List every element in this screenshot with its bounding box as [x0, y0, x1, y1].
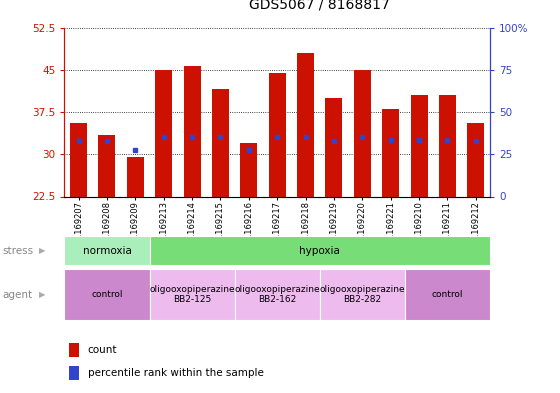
Text: stress: stress [3, 246, 34, 255]
Bar [325, 98, 343, 196]
Text: ▶: ▶ [39, 290, 46, 299]
Bar [235, 269, 320, 320]
Text: control: control [432, 290, 463, 299]
Text: control: control [91, 290, 123, 299]
Bar [467, 123, 484, 196]
Bar [64, 269, 150, 320]
Bar [382, 109, 399, 196]
Text: hypoxia: hypoxia [300, 246, 340, 255]
Bar [69, 365, 80, 380]
Bar [439, 95, 456, 196]
Text: oligooxopiperazine
BB2-125: oligooxopiperazine BB2-125 [150, 285, 235, 305]
Bar [240, 143, 258, 196]
Bar [405, 269, 490, 320]
Bar [212, 90, 229, 196]
Text: percentile rank within the sample: percentile rank within the sample [88, 368, 264, 378]
Bar [150, 236, 490, 265]
Bar [184, 66, 200, 196]
Bar [127, 157, 144, 196]
Text: ▶: ▶ [39, 246, 46, 255]
Bar [320, 269, 405, 320]
Text: normoxia: normoxia [82, 246, 132, 255]
Bar [64, 236, 150, 265]
Bar [410, 95, 428, 196]
Bar [354, 70, 371, 196]
Bar [155, 70, 172, 196]
Text: oligooxopiperazine
BB2-282: oligooxopiperazine BB2-282 [320, 285, 405, 305]
Text: GDS5067 / 8168817: GDS5067 / 8168817 [249, 0, 390, 12]
Bar [69, 343, 80, 357]
Bar [269, 73, 286, 196]
Text: oligooxopiperazine
BB2-162: oligooxopiperazine BB2-162 [235, 285, 320, 305]
Text: agent: agent [3, 290, 33, 300]
Bar [99, 134, 115, 196]
Bar [70, 123, 87, 196]
Bar [297, 53, 314, 196]
Bar [150, 269, 235, 320]
Text: count: count [88, 345, 117, 355]
